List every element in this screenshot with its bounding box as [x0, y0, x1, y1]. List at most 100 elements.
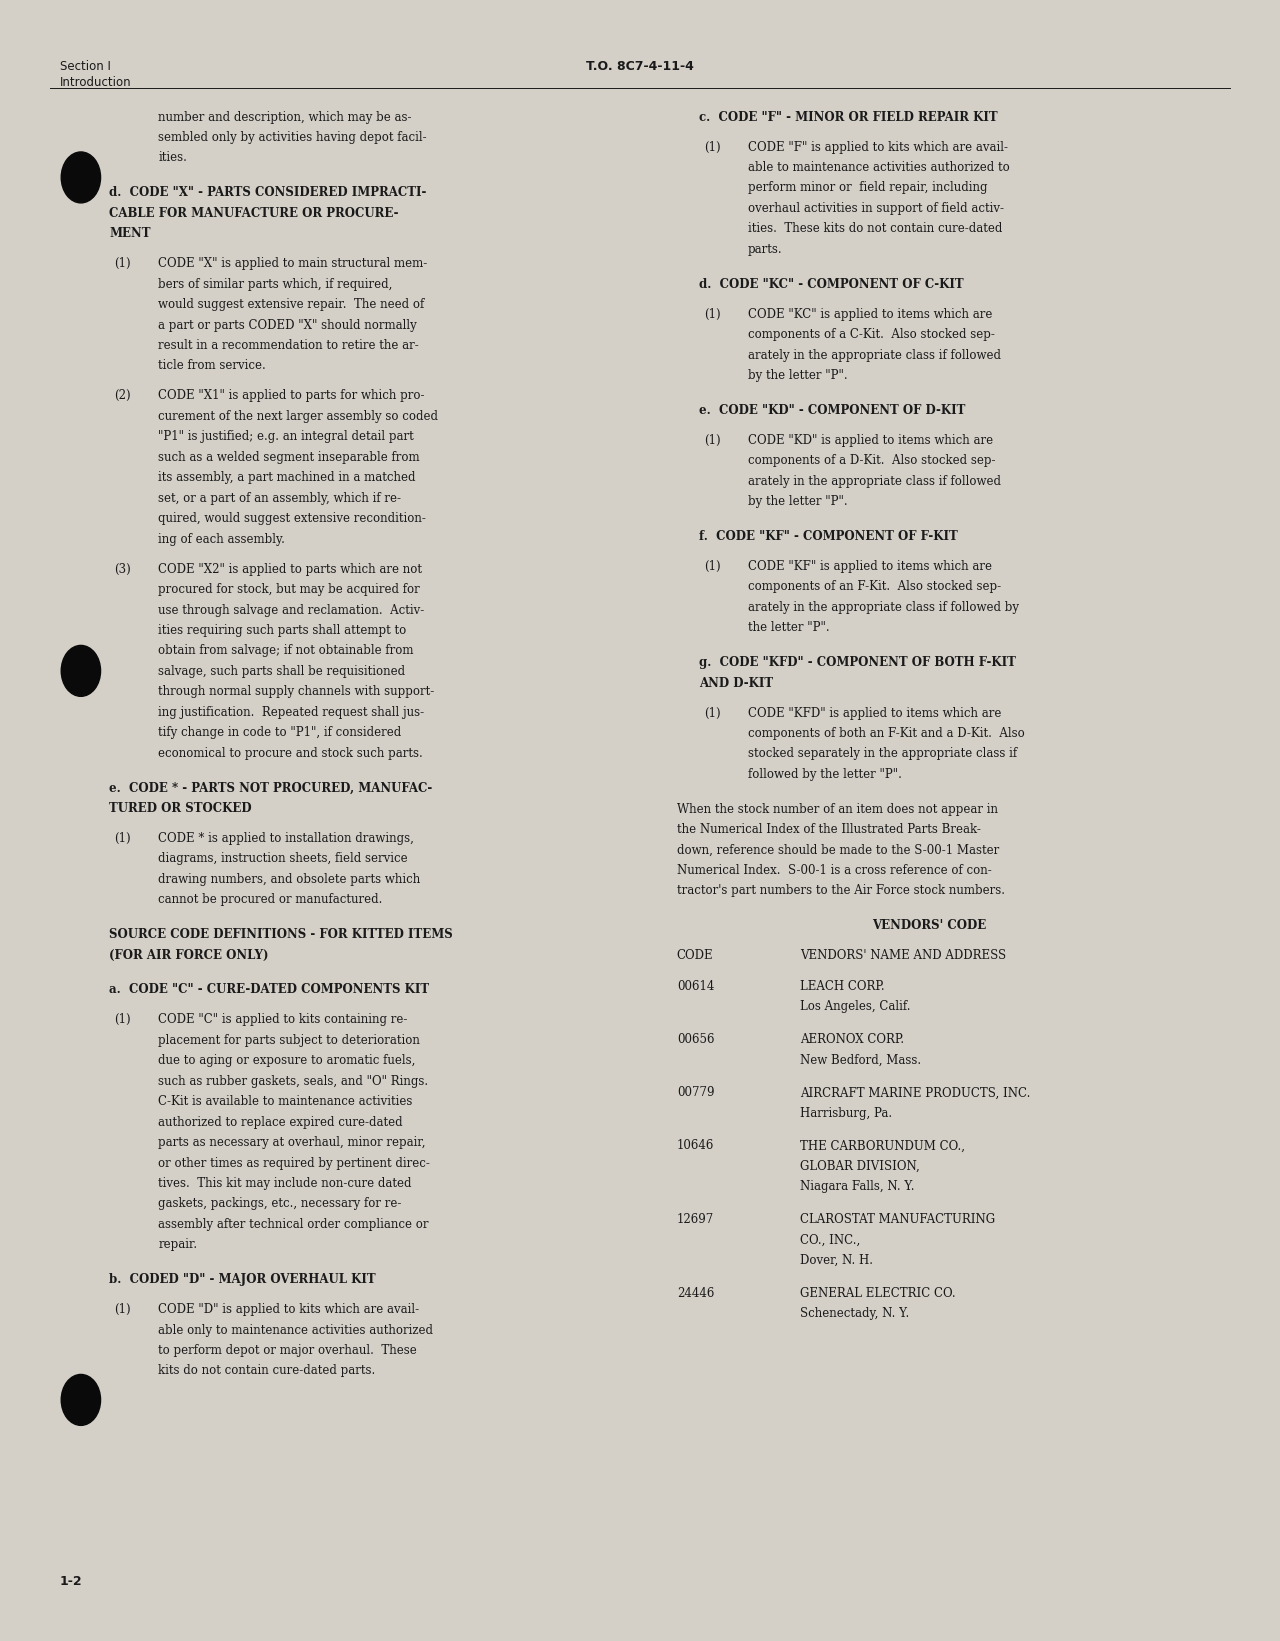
Text: tives.  This kit may include non-cure dated: tives. This kit may include non-cure dat…: [159, 1177, 412, 1190]
Text: CODE "KFD" is applied to items which are: CODE "KFD" is applied to items which are: [748, 707, 1001, 719]
Text: New Bedford, Mass.: New Bedford, Mass.: [800, 1054, 920, 1067]
Text: Schenectady, N. Y.: Schenectady, N. Y.: [800, 1308, 909, 1321]
Text: quired, would suggest extensive recondition-: quired, would suggest extensive recondit…: [159, 512, 426, 525]
Text: 12697: 12697: [677, 1213, 714, 1226]
Text: CO., INC.,: CO., INC.,: [800, 1234, 860, 1247]
Text: VENDORS' CODE: VENDORS' CODE: [872, 919, 986, 932]
Text: AIRCRAFT MARINE PRODUCTS, INC.: AIRCRAFT MARINE PRODUCTS, INC.: [800, 1086, 1030, 1099]
Text: CODE "KD" is applied to items which are: CODE "KD" is applied to items which are: [748, 433, 993, 446]
Text: (1): (1): [704, 560, 721, 573]
Text: 24446: 24446: [677, 1287, 714, 1300]
Text: its assembly, a part machined in a matched: its assembly, a part machined in a match…: [159, 471, 416, 484]
Text: Introduction: Introduction: [60, 75, 132, 89]
Text: parts.: parts.: [748, 243, 783, 256]
Text: When the stock number of an item does not appear in: When the stock number of an item does no…: [677, 802, 998, 816]
Text: able to maintenance activities authorized to: able to maintenance activities authorize…: [748, 161, 1010, 174]
Text: drawing numbers, and obsolete parts which: drawing numbers, and obsolete parts whic…: [159, 873, 421, 886]
Text: by the letter "P".: by the letter "P".: [748, 369, 847, 382]
Text: CODE * is applied to installation drawings,: CODE * is applied to installation drawin…: [159, 832, 415, 845]
Text: T.O. 8C7-4-11-4: T.O. 8C7-4-11-4: [586, 59, 694, 72]
Text: components of both an F-Kit and a D-Kit.  Also: components of both an F-Kit and a D-Kit.…: [748, 727, 1025, 740]
Text: VENDORS' NAME AND ADDRESS: VENDORS' NAME AND ADDRESS: [800, 948, 1006, 962]
Text: ing justification.  Repeated request shall jus-: ing justification. Repeated request shal…: [159, 706, 425, 719]
Text: GLOBAR DIVISION,: GLOBAR DIVISION,: [800, 1160, 919, 1173]
Text: CODE "D" is applied to kits which are avail-: CODE "D" is applied to kits which are av…: [159, 1303, 420, 1316]
Text: the letter "P".: the letter "P".: [748, 622, 829, 635]
Text: CODE "C" is applied to kits containing re-: CODE "C" is applied to kits containing r…: [159, 1014, 408, 1026]
Text: obtain from salvage; if not obtainable from: obtain from salvage; if not obtainable f…: [159, 645, 413, 658]
Text: such as rubber gaskets, seals, and "O" Rings.: such as rubber gaskets, seals, and "O" R…: [159, 1075, 429, 1088]
Text: arately in the appropriate class if followed: arately in the appropriate class if foll…: [748, 348, 1001, 361]
Text: CODE "F" is applied to kits which are avail-: CODE "F" is applied to kits which are av…: [748, 141, 1009, 154]
Text: AERONOX CORP.: AERONOX CORP.: [800, 1034, 904, 1045]
Text: TURED OR STOCKED: TURED OR STOCKED: [109, 802, 252, 816]
Text: ticle from service.: ticle from service.: [159, 359, 266, 373]
Text: assembly after technical order compliance or: assembly after technical order complianc…: [159, 1218, 429, 1231]
Text: CABLE FOR MANUFACTURE OR PROCURE-: CABLE FOR MANUFACTURE OR PROCURE-: [109, 207, 398, 220]
Circle shape: [61, 153, 101, 203]
Text: stocked separately in the appropriate class if: stocked separately in the appropriate cl…: [748, 747, 1018, 760]
Text: (3): (3): [114, 563, 131, 576]
Text: placement for parts subject to deterioration: placement for parts subject to deteriora…: [159, 1034, 420, 1047]
Text: tify change in code to "P1", if considered: tify change in code to "P1", if consider…: [159, 727, 402, 738]
Text: procured for stock, but may be acquired for: procured for stock, but may be acquired …: [159, 583, 420, 596]
Text: 00614: 00614: [677, 980, 714, 993]
Text: components of a C-Kit.  Also stocked sep-: components of a C-Kit. Also stocked sep-: [748, 328, 995, 341]
Text: C-Kit is available to maintenance activities: C-Kit is available to maintenance activi…: [159, 1095, 412, 1108]
Text: through normal supply channels with support-: through normal supply channels with supp…: [159, 686, 435, 699]
Text: a part or parts CODED "X" should normally: a part or parts CODED "X" should normall…: [159, 318, 417, 331]
Text: due to aging or exposure to aromatic fuels,: due to aging or exposure to aromatic fue…: [159, 1054, 416, 1067]
Text: (1): (1): [704, 433, 721, 446]
Text: perform minor or  field repair, including: perform minor or field repair, including: [748, 182, 988, 195]
Text: cannot be procured or manufactured.: cannot be procured or manufactured.: [159, 893, 383, 906]
Text: overhaul activities in support of field activ-: overhaul activities in support of field …: [748, 202, 1004, 215]
Text: (1): (1): [114, 258, 131, 271]
Text: such as a welded segment inseparable from: such as a welded segment inseparable fro…: [159, 451, 420, 464]
Text: components of an F-Kit.  Also stocked sep-: components of an F-Kit. Also stocked sep…: [748, 581, 1001, 594]
Text: CODE "X2" is applied to parts which are not: CODE "X2" is applied to parts which are …: [159, 563, 422, 576]
Text: SOURCE CODE DEFINITIONS - FOR KITTED ITEMS: SOURCE CODE DEFINITIONS - FOR KITTED ITE…: [109, 929, 453, 940]
Circle shape: [61, 645, 101, 696]
Text: number and description, which may be as-: number and description, which may be as-: [159, 110, 412, 123]
Text: authorized to replace expired cure-dated: authorized to replace expired cure-dated: [159, 1116, 403, 1129]
Text: MENT: MENT: [109, 226, 151, 240]
Text: (FOR AIR FORCE ONLY): (FOR AIR FORCE ONLY): [109, 948, 269, 962]
Text: (1): (1): [114, 1014, 131, 1026]
Text: ities.  These kits do not contain cure-dated: ities. These kits do not contain cure-da…: [748, 223, 1002, 235]
Text: result in a recommendation to retire the ar-: result in a recommendation to retire the…: [159, 340, 419, 351]
Text: c.  CODE "F" - MINOR OR FIELD REPAIR KIT: c. CODE "F" - MINOR OR FIELD REPAIR KIT: [699, 110, 997, 123]
Circle shape: [61, 1375, 101, 1426]
Text: Harrisburg, Pa.: Harrisburg, Pa.: [800, 1106, 892, 1119]
Text: CODE "KF" is applied to items which are: CODE "KF" is applied to items which are: [748, 560, 992, 573]
Text: salvage, such parts shall be requisitioned: salvage, such parts shall be requisition…: [159, 665, 406, 678]
Text: 1-2: 1-2: [60, 1575, 83, 1588]
Text: would suggest extensive repair.  The need of: would suggest extensive repair. The need…: [159, 299, 425, 312]
Text: set, or a part of an assembly, which if re-: set, or a part of an assembly, which if …: [159, 492, 402, 505]
Text: able only to maintenance activities authorized: able only to maintenance activities auth…: [159, 1324, 434, 1336]
Text: GENERAL ELECTRIC CO.: GENERAL ELECTRIC CO.: [800, 1287, 955, 1300]
Text: a.  CODE "C" - CURE-DATED COMPONENTS KIT: a. CODE "C" - CURE-DATED COMPONENTS KIT: [109, 983, 429, 996]
Text: Niagara Falls, N. Y.: Niagara Falls, N. Y.: [800, 1180, 914, 1193]
Text: ing of each assembly.: ing of each assembly.: [159, 533, 285, 545]
Text: b.  CODED "D" - MAJOR OVERHAUL KIT: b. CODED "D" - MAJOR OVERHAUL KIT: [109, 1273, 376, 1287]
Text: CODE "X" is applied to main structural mem-: CODE "X" is applied to main structural m…: [159, 258, 428, 271]
Text: d.  CODE "KC" - COMPONENT OF C-KIT: d. CODE "KC" - COMPONENT OF C-KIT: [699, 277, 964, 290]
Text: ities requiring such parts shall attempt to: ities requiring such parts shall attempt…: [159, 624, 407, 637]
Text: (1): (1): [114, 832, 131, 845]
Text: CODE: CODE: [677, 948, 713, 962]
Text: followed by the letter "P".: followed by the letter "P".: [748, 768, 902, 781]
Text: CODE "KC" is applied to items which are: CODE "KC" is applied to items which are: [748, 307, 992, 320]
Text: use through salvage and reclamation.  Activ-: use through salvage and reclamation. Act…: [159, 604, 425, 617]
Text: diagrams, instruction sheets, field service: diagrams, instruction sheets, field serv…: [159, 852, 408, 865]
Text: Los Angeles, Calif.: Los Angeles, Calif.: [800, 1001, 910, 1014]
Text: gaskets, packings, etc., necessary for re-: gaskets, packings, etc., necessary for r…: [159, 1198, 402, 1211]
Text: repair.: repair.: [159, 1239, 197, 1252]
Text: 00779: 00779: [677, 1086, 714, 1099]
Text: (1): (1): [704, 307, 721, 320]
Text: down, reference should be made to the S-00-1 Master: down, reference should be made to the S-…: [677, 843, 1000, 857]
Text: CODE "X1" is applied to parts for which pro-: CODE "X1" is applied to parts for which …: [159, 389, 425, 402]
Text: kits do not contain cure-dated parts.: kits do not contain cure-dated parts.: [159, 1364, 375, 1377]
Text: by the letter "P".: by the letter "P".: [748, 496, 847, 509]
Text: arately in the appropriate class if followed: arately in the appropriate class if foll…: [748, 474, 1001, 487]
Text: THE CARBORUNDUM CO.,: THE CARBORUNDUM CO.,: [800, 1139, 965, 1152]
